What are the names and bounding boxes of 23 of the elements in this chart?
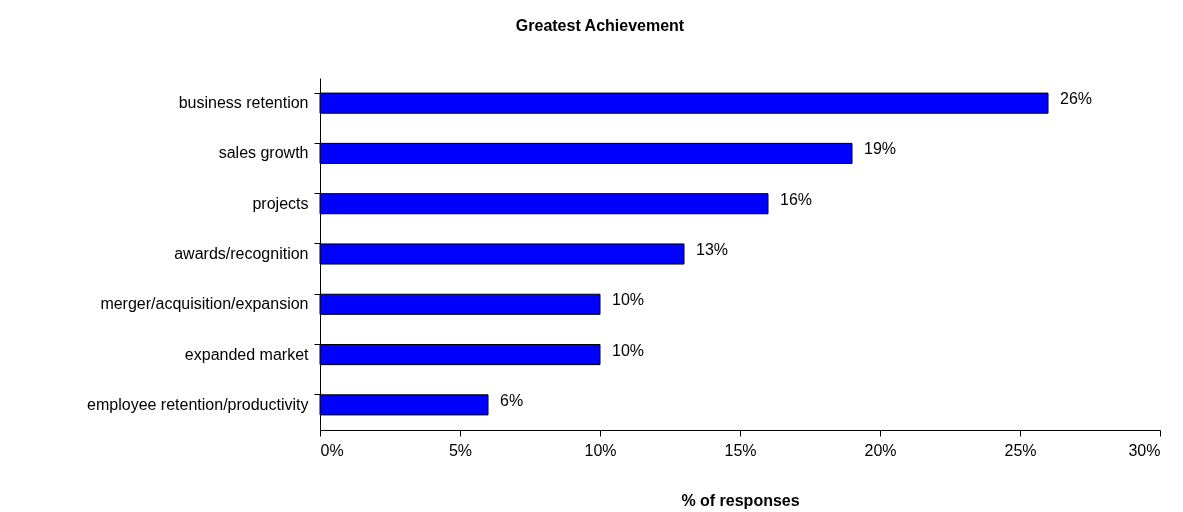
y-tick-label: business retention [178, 94, 309, 112]
y-tick-label: projects [252, 194, 309, 212]
data-label: 13% [696, 241, 729, 258]
x-tick-label: 15% [724, 441, 757, 459]
y-tick-label: sales growth [218, 144, 309, 162]
y-tick-label: expanded market [184, 345, 310, 363]
y-tick-label: merger/acquisition/expansion [100, 295, 309, 313]
data-label: 26% [1060, 90, 1093, 108]
data-label: 6% [500, 391, 524, 409]
x-tick-label: 20% [864, 441, 897, 459]
data-label: 10% [612, 341, 645, 359]
data-label: 16% [780, 190, 813, 208]
x-tick-label: 10% [584, 441, 617, 459]
x-tick-label: 30% [1128, 441, 1161, 459]
data-label: 19% [864, 140, 897, 158]
y-tick-label: employee retention/productivity [87, 395, 309, 413]
chart-title: Greatest Achievement [515, 17, 685, 34]
x-tick-label: 0% [320, 441, 344, 459]
x-axis-title: % of responses [681, 491, 800, 509]
data-label: 10% [612, 291, 645, 309]
y-tick-label: awards/recognition [174, 245, 309, 262]
x-tick-label: 25% [1004, 441, 1037, 459]
x-tick-label: 5% [448, 441, 473, 459]
